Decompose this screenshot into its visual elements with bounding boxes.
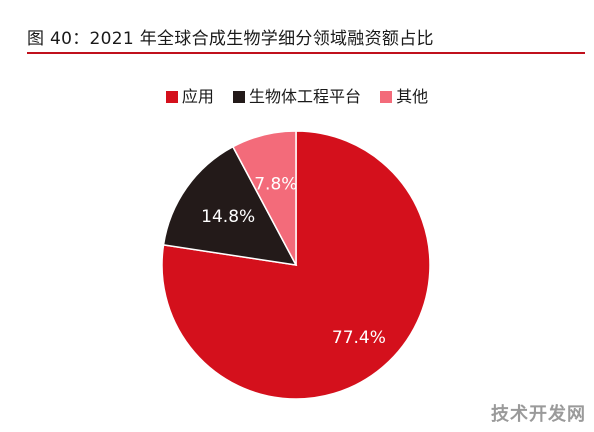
title-divider (27, 52, 585, 54)
legend-item-application: 应用 (165, 83, 214, 107)
legend-item-other: 其他 (380, 83, 428, 107)
data-label-application: 77.4% (332, 328, 386, 348)
data-label-organism-engineering: 14.8% (201, 207, 255, 227)
chart-legend: 应用 生物体工程平台 其他 (0, 83, 594, 107)
legend-label-organism-engineering: 生物体工程平台 (248, 87, 361, 106)
chart-title: 图 40：2021 年全球合成生物学细分领域融资额占比 (27, 29, 434, 49)
legend-label-other: 其他 (396, 87, 429, 106)
legend-item-organism-engineering: 生物体工程平台 (232, 83, 361, 107)
pie-slice-other (231, 130, 297, 266)
watermark: 技术开发网 (491, 404, 586, 425)
legend-label-application: 应用 (181, 87, 214, 106)
legend-swatch-application (165, 91, 178, 103)
legend-swatch-organism-engineering (232, 91, 245, 103)
pie-slice-organism-engineering (162, 145, 298, 266)
legend-swatch-other (380, 91, 393, 103)
data-label-other: 7.8% (254, 174, 297, 194)
